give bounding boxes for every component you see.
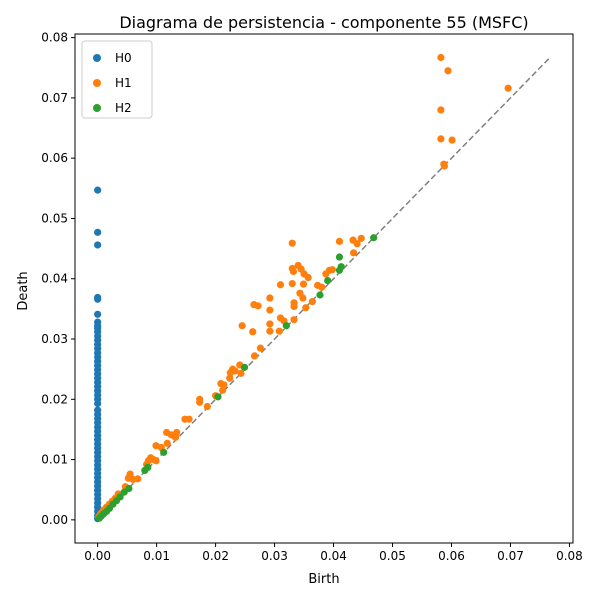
y-tick-label: 0.00 <box>41 513 68 527</box>
data-point <box>196 398 204 406</box>
data-point <box>308 298 316 306</box>
data-point <box>282 322 290 330</box>
y-tick-label: 0.08 <box>41 31 68 45</box>
data-point <box>171 433 180 441</box>
legend-label: H1 <box>115 76 132 90</box>
plot-area: 0.00 0.01 0.02 0.03 0.04 0.05 0.06 0.07 0.08 0.00… <box>41 31 583 563</box>
legend-label: H0 <box>115 51 132 65</box>
data-point <box>288 279 296 288</box>
data-point <box>238 322 246 330</box>
data-point <box>335 237 344 245</box>
data-point <box>504 84 512 92</box>
x-tick-label: 0.00 <box>84 549 111 563</box>
data-point <box>120 488 128 496</box>
y-axis-label: Death <box>16 271 31 310</box>
data-point <box>437 106 445 114</box>
data-point <box>203 402 211 411</box>
data-point <box>237 369 245 377</box>
x-tick-label: 0.03 <box>261 549 288 563</box>
data-point <box>266 306 274 314</box>
data-point <box>350 249 358 257</box>
x-tick-label: 0.08 <box>556 549 583 563</box>
data-point <box>316 291 324 299</box>
data-point <box>185 415 193 423</box>
data-point <box>250 352 259 360</box>
y-tick-label: 0.01 <box>41 453 68 467</box>
data-point <box>444 67 452 75</box>
chart-title: Diagrama de persistencia - componente 55… <box>119 13 528 32</box>
data-point <box>94 399 102 408</box>
data-point <box>353 240 361 248</box>
data-point <box>335 266 344 274</box>
data-point <box>299 280 308 288</box>
data-point <box>94 295 102 303</box>
data-point <box>266 327 274 335</box>
data-point <box>437 135 445 143</box>
data-point <box>302 304 310 312</box>
data-point <box>335 253 344 261</box>
data-point <box>437 53 445 62</box>
data-point <box>214 393 222 401</box>
data-point <box>328 266 336 274</box>
data-point <box>94 228 102 236</box>
data-point <box>289 267 298 276</box>
data-point <box>217 380 225 388</box>
data-point <box>152 457 160 465</box>
x-tick-label: 0.07 <box>497 549 524 563</box>
x-axis-label: Birth <box>308 572 339 587</box>
data-point <box>318 283 326 291</box>
data-point <box>249 328 257 336</box>
y-tick-label: 0.04 <box>41 272 68 286</box>
data-point <box>219 386 227 394</box>
data-point <box>276 281 285 289</box>
data-point <box>94 310 102 318</box>
data-point <box>94 186 102 194</box>
legend-label: H2 <box>115 101 132 115</box>
x-tick-label: 0.02 <box>202 549 229 563</box>
plot-frame <box>74 33 574 544</box>
data-point <box>290 302 298 311</box>
data-point <box>240 363 249 371</box>
legend-marker <box>93 79 101 87</box>
data-point <box>440 162 449 170</box>
y-tick-label: 0.07 <box>41 91 68 105</box>
data-point <box>95 514 104 522</box>
data-point <box>141 466 149 475</box>
y-tick-label: 0.05 <box>41 211 68 225</box>
legend: H0 H1 H2 <box>81 40 153 119</box>
data-point <box>226 374 234 382</box>
legend-marker <box>93 54 101 62</box>
data-point <box>266 294 274 302</box>
data-point <box>299 294 307 302</box>
data-point <box>370 234 378 242</box>
data-point <box>275 327 283 335</box>
data-point <box>256 344 265 352</box>
x-tick-label: 0.04 <box>320 549 347 563</box>
data-point <box>266 320 274 328</box>
y-tick-label: 0.03 <box>41 332 68 346</box>
series-h1 <box>95 53 512 521</box>
series-h2 <box>95 234 378 522</box>
data-point <box>290 316 298 324</box>
legend-marker <box>93 104 101 112</box>
data-point <box>163 439 171 447</box>
x-tick-label: 0.05 <box>379 549 406 563</box>
data-point <box>324 276 332 285</box>
data-point <box>448 136 456 144</box>
data-point <box>94 241 102 249</box>
data-point <box>357 234 365 242</box>
data-point <box>160 448 168 456</box>
data-point <box>226 369 234 377</box>
data-point <box>304 273 312 282</box>
y-tick-label: 0.06 <box>41 151 68 165</box>
data-point <box>288 239 296 247</box>
data-point <box>254 302 262 310</box>
x-tick-label: 0.06 <box>438 549 465 563</box>
y-tick-label: 0.02 <box>41 392 68 406</box>
x-tick-label: 0.01 <box>143 549 170 563</box>
data-point <box>134 475 142 483</box>
